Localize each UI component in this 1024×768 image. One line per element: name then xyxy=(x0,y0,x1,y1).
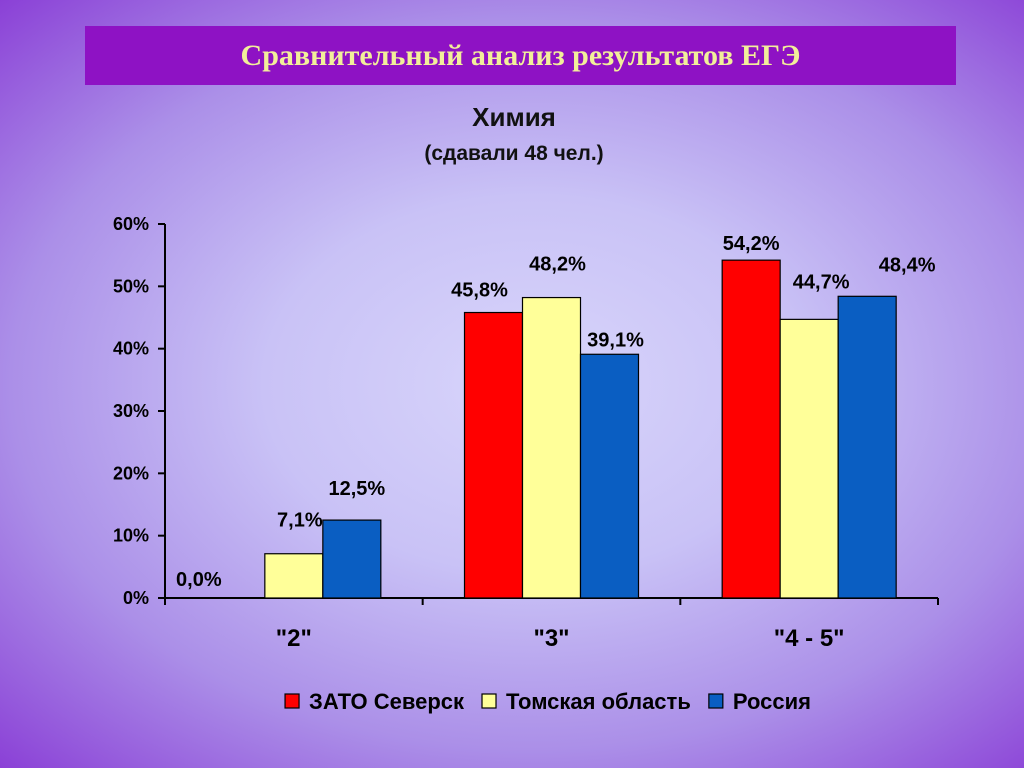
x-category-label: "2" xyxy=(276,625,312,652)
y-tick-label: 20% xyxy=(113,463,149,483)
legend-label: ЗАТО Северск xyxy=(309,689,465,714)
data-label: 7,1% xyxy=(277,510,323,532)
chart-data-labels: 0,0% 45,8% 54,2% 7,1% 48,2% 44,7% 12,5% 39,1% 48… xyxy=(176,233,936,591)
bar xyxy=(721,259,781,599)
data-label: 48,2% xyxy=(529,254,586,276)
bar xyxy=(779,318,839,599)
y-tick-label: 0% xyxy=(123,588,149,608)
bar xyxy=(463,311,524,599)
y-tick-label: 30% xyxy=(113,401,149,421)
bar xyxy=(264,553,324,599)
data-label: 0,0% xyxy=(176,569,222,591)
data-label: 44,7% xyxy=(793,271,850,293)
data-label: 45,8% xyxy=(451,280,508,302)
chart-subtitle: (сдавали 48 чел.) xyxy=(424,142,603,165)
legend-swatch xyxy=(284,693,300,709)
data-label: 48,4% xyxy=(879,254,936,276)
y-tick-label: 10% xyxy=(113,526,149,546)
bar xyxy=(579,353,640,599)
legend-swatch xyxy=(481,693,497,709)
chart-legend: ЗАТО Северск Томская область Россия xyxy=(284,689,811,714)
x-category-label: "3" xyxy=(533,625,569,652)
data-label: 12,5% xyxy=(328,478,385,500)
bar xyxy=(521,296,582,599)
chart-axes: 0% 10% 20% 30% 40% 50% 60% "2" "3" "4 - 5" xyxy=(113,214,939,652)
legend-label: Россия xyxy=(733,689,811,714)
data-label: 54,2% xyxy=(723,233,780,255)
legend-label: Томская область xyxy=(506,689,691,714)
slide-title: Сравнительный анализ результатов ЕГЭ xyxy=(240,38,801,72)
x-category-label: "4 - 5" xyxy=(774,625,845,652)
y-tick-label: 50% xyxy=(113,276,149,296)
y-tick-label: 60% xyxy=(113,214,149,234)
bar xyxy=(322,519,382,599)
chart-title: Химия xyxy=(472,102,556,132)
bar xyxy=(837,295,897,599)
title-banner: Сравнительный анализ результатов ЕГЭ xyxy=(85,26,956,85)
chart-bars xyxy=(264,259,897,599)
legend-swatch xyxy=(708,693,724,709)
y-tick-label: 40% xyxy=(113,339,149,359)
data-label: 39,1% xyxy=(587,329,644,351)
